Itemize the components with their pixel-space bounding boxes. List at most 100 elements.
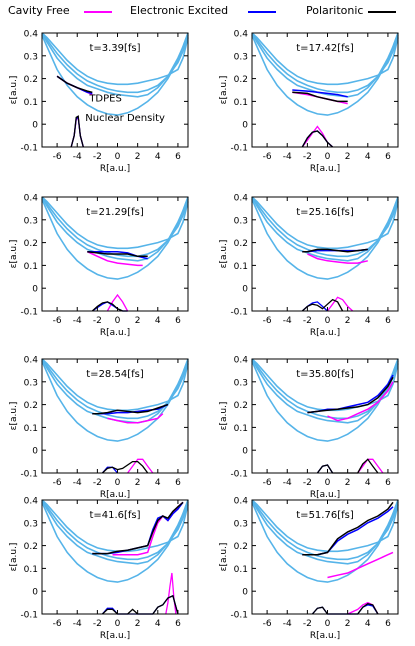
surface-line [251,32,399,86]
time-label: t=35.80[fs] [296,369,354,380]
x-tick-label: 2 [345,316,351,326]
y-tick-label: 0.4 [234,356,249,366]
x-tick-label: -2 [303,152,312,162]
time-label: t=17.42[fs] [296,43,354,54]
time-label: t=21.29[fs] [86,207,144,218]
surface-line [41,196,189,262]
x-axis-label: R[a.u.] [310,631,340,641]
surface-line [251,196,399,250]
y-axis-label: ε[a.u.] [219,76,229,105]
y-tick-label: 0 [32,588,38,598]
y-tick-label: -0.1 [230,308,248,318]
y-tick-label: 0.2 [234,401,248,411]
tdpes-line [307,374,394,414]
y-axis-label: ε[a.u.] [9,402,19,431]
x-tick-label: -6 [263,478,272,488]
y-tick-label: 0.3 [234,378,248,388]
density-line [326,296,354,312]
y-tick-label: 0.1 [24,565,38,575]
tdpes-line [86,251,143,267]
density-line [357,458,384,474]
y-axis-label: ε[a.u.] [9,240,19,269]
x-tick-label: 6 [385,316,391,326]
x-tick-label: 6 [175,619,181,629]
x-tick-label: -4 [283,478,292,488]
x-tick-label: -6 [263,619,272,629]
y-tick-label: 0.4 [24,356,39,366]
x-tick-label: 6 [385,478,391,488]
x-tick-label: 2 [135,619,141,629]
surface-line [41,32,189,98]
annotation-nuclear-density: Nuclear Density [85,113,165,124]
x-tick-label: 0 [115,152,121,162]
y-tick-label: 0.2 [24,239,38,249]
surface-line [251,196,399,262]
x-tick-label: -6 [263,152,272,162]
y-axis-label: ε[a.u.] [9,76,19,105]
surface-line [41,499,189,561]
annotation-tdpes: TDPES [88,93,122,104]
x-tick-label: 4 [155,316,161,326]
x-axis-label: R[a.u.] [100,164,130,174]
x-tick-label: 0 [325,316,331,326]
tdpes-line [92,403,169,415]
y-tick-label: 0 [242,285,248,295]
y-tick-label: 0 [32,121,38,131]
y-tick-label: 0 [242,588,248,598]
surface-line [41,32,189,86]
x-tick-label: 6 [385,152,391,162]
legend-label-cavity-free: Cavity Free [8,4,70,17]
y-tick-label: -0.1 [20,611,38,621]
y-tick-label: 0.1 [234,565,248,575]
legend-swatch-electronic-excited [248,11,276,13]
y-tick-label: -0.1 [20,144,38,154]
y-axis-label: ε[a.u.] [9,543,19,572]
x-tick-label: 2 [135,152,141,162]
y-tick-label: 0.2 [234,75,248,85]
x-tick-label: 0 [115,619,121,629]
tdpes-line [292,89,348,98]
tdpes-line [92,501,184,555]
density-line [301,125,334,148]
tdpes-line [292,91,348,103]
x-tick-label: 0 [325,478,331,488]
density-line [347,601,379,615]
surface-line [251,32,399,94]
y-tick-label: 0.1 [24,424,38,434]
y-tick-label: 0.4 [234,497,249,507]
y-tick-label: -0.1 [230,144,248,154]
legend-label-polaritonic: Polaritonic [306,4,364,17]
legend-label-electronic-excited: Electronic Excited [130,4,229,17]
x-tick-label: 4 [155,152,161,162]
density-line [127,458,154,474]
x-tick-label: -4 [283,316,292,326]
surface-line [251,499,399,561]
y-tick-label: 0 [32,447,38,457]
y-tick-label: 0.4 [24,497,39,507]
x-tick-label: -4 [73,478,82,488]
x-tick-label: -2 [93,152,102,162]
y-tick-label: 0 [242,447,248,457]
y-tick-label: -0.1 [230,470,248,480]
y-tick-label: 0.3 [234,519,248,529]
surface-line [41,358,189,412]
tdpes-line [307,376,394,414]
y-tick-label: 0.3 [234,52,248,62]
y-tick-label: 0.1 [234,262,248,272]
x-axis-label: R[a.u.] [310,490,340,500]
x-tick-label: -2 [93,619,102,629]
x-tick-label: -2 [303,316,312,326]
x-tick-label: 2 [345,152,351,162]
density-line [301,298,344,312]
x-tick-label: -4 [73,316,82,326]
surface-line [251,499,399,565]
x-tick-label: -4 [73,619,82,629]
surface-line [41,196,189,258]
surface-line [41,499,189,553]
surface-line [41,32,189,94]
y-tick-label: 0.3 [234,216,248,226]
surface-line [251,499,399,553]
y-tick-label: 0.4 [24,30,39,40]
legend: Cavity Free Electronic Excited Polariton… [0,0,415,26]
